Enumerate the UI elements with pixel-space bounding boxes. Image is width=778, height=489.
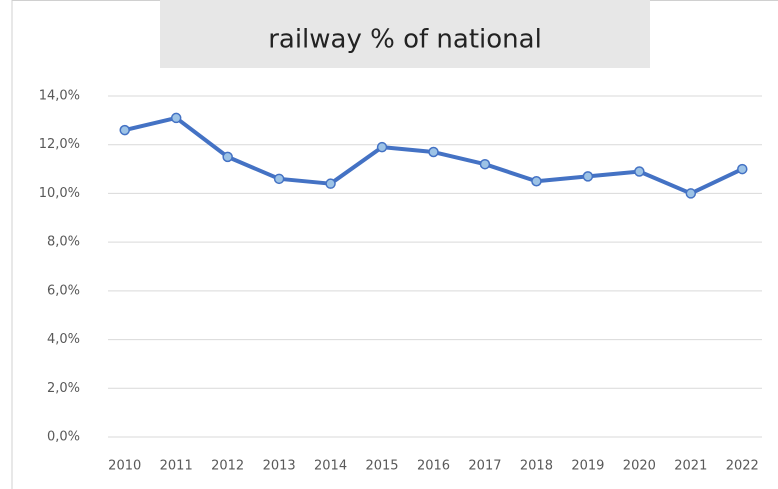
x-tick-label: 2011 — [160, 459, 193, 474]
y-tick-label: 4,0% — [47, 332, 80, 347]
title-box — [160, 0, 650, 68]
x-tick-label: 2012 — [211, 459, 244, 474]
y-tick-label: 12,0% — [39, 137, 80, 152]
data-point — [222, 151, 233, 163]
data-point — [428, 146, 439, 158]
data-point — [170, 112, 182, 124]
chart-title: railway % of national — [268, 25, 542, 55]
x-tick-label: 2010 — [108, 459, 141, 474]
x-tick-label: 2020 — [623, 459, 656, 474]
y-tick-label: 0,0% — [47, 430, 80, 445]
y-tick-label: 14,0% — [39, 89, 80, 104]
data-point — [376, 141, 388, 153]
data-point — [582, 171, 594, 182]
x-tick-label: 2019 — [571, 459, 604, 474]
data-point — [634, 166, 645, 177]
data-point — [479, 158, 491, 170]
data-point — [325, 178, 336, 189]
data-point — [119, 124, 130, 136]
x-tick-label: 2017 — [468, 459, 501, 474]
x-tick-label: 2022 — [726, 459, 759, 474]
x-tick-label: 2018 — [520, 459, 553, 474]
data-point — [273, 173, 285, 185]
data-point — [685, 188, 697, 199]
data-point — [531, 176, 542, 187]
data-point — [737, 163, 748, 175]
y-tick-label: 2,0% — [47, 381, 80, 396]
x-tick-label: 2016 — [417, 459, 450, 474]
y-tick-label: 6,0% — [47, 283, 80, 298]
x-tick-label: 2014 — [314, 459, 347, 474]
x-tick-label: 2021 — [674, 459, 707, 474]
x-tick-label: 2013 — [263, 459, 296, 474]
y-tick-label: 8,0% — [47, 235, 80, 250]
x-tick-label: 2015 — [365, 459, 398, 474]
y-tick-label: 10,0% — [39, 186, 80, 201]
